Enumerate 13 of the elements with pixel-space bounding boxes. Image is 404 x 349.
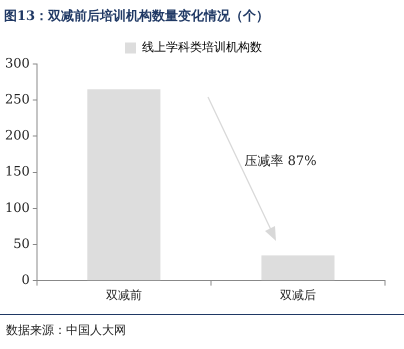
chart-title: 图13：双减前后培训机构数量变化情况（个） xyxy=(4,8,270,25)
x-tick-label: 双减前 xyxy=(106,288,142,302)
y-tick-label: 200 xyxy=(4,128,30,144)
annotation: 压减率 87% xyxy=(244,152,317,169)
legend-label: 线上学科类培训机构数 xyxy=(142,40,262,54)
y-tick-label: 50 xyxy=(13,236,30,252)
y-tick-label: 0 xyxy=(22,272,30,288)
y-tick-label: 150 xyxy=(4,164,30,180)
y-tick-label: 100 xyxy=(4,200,30,216)
y-tick-label: 300 xyxy=(4,56,30,72)
x-tick-label: 双减后 xyxy=(280,288,316,302)
y-tick-label: 250 xyxy=(4,92,30,108)
source-note: 数据来源：中国人大网 xyxy=(6,322,126,339)
